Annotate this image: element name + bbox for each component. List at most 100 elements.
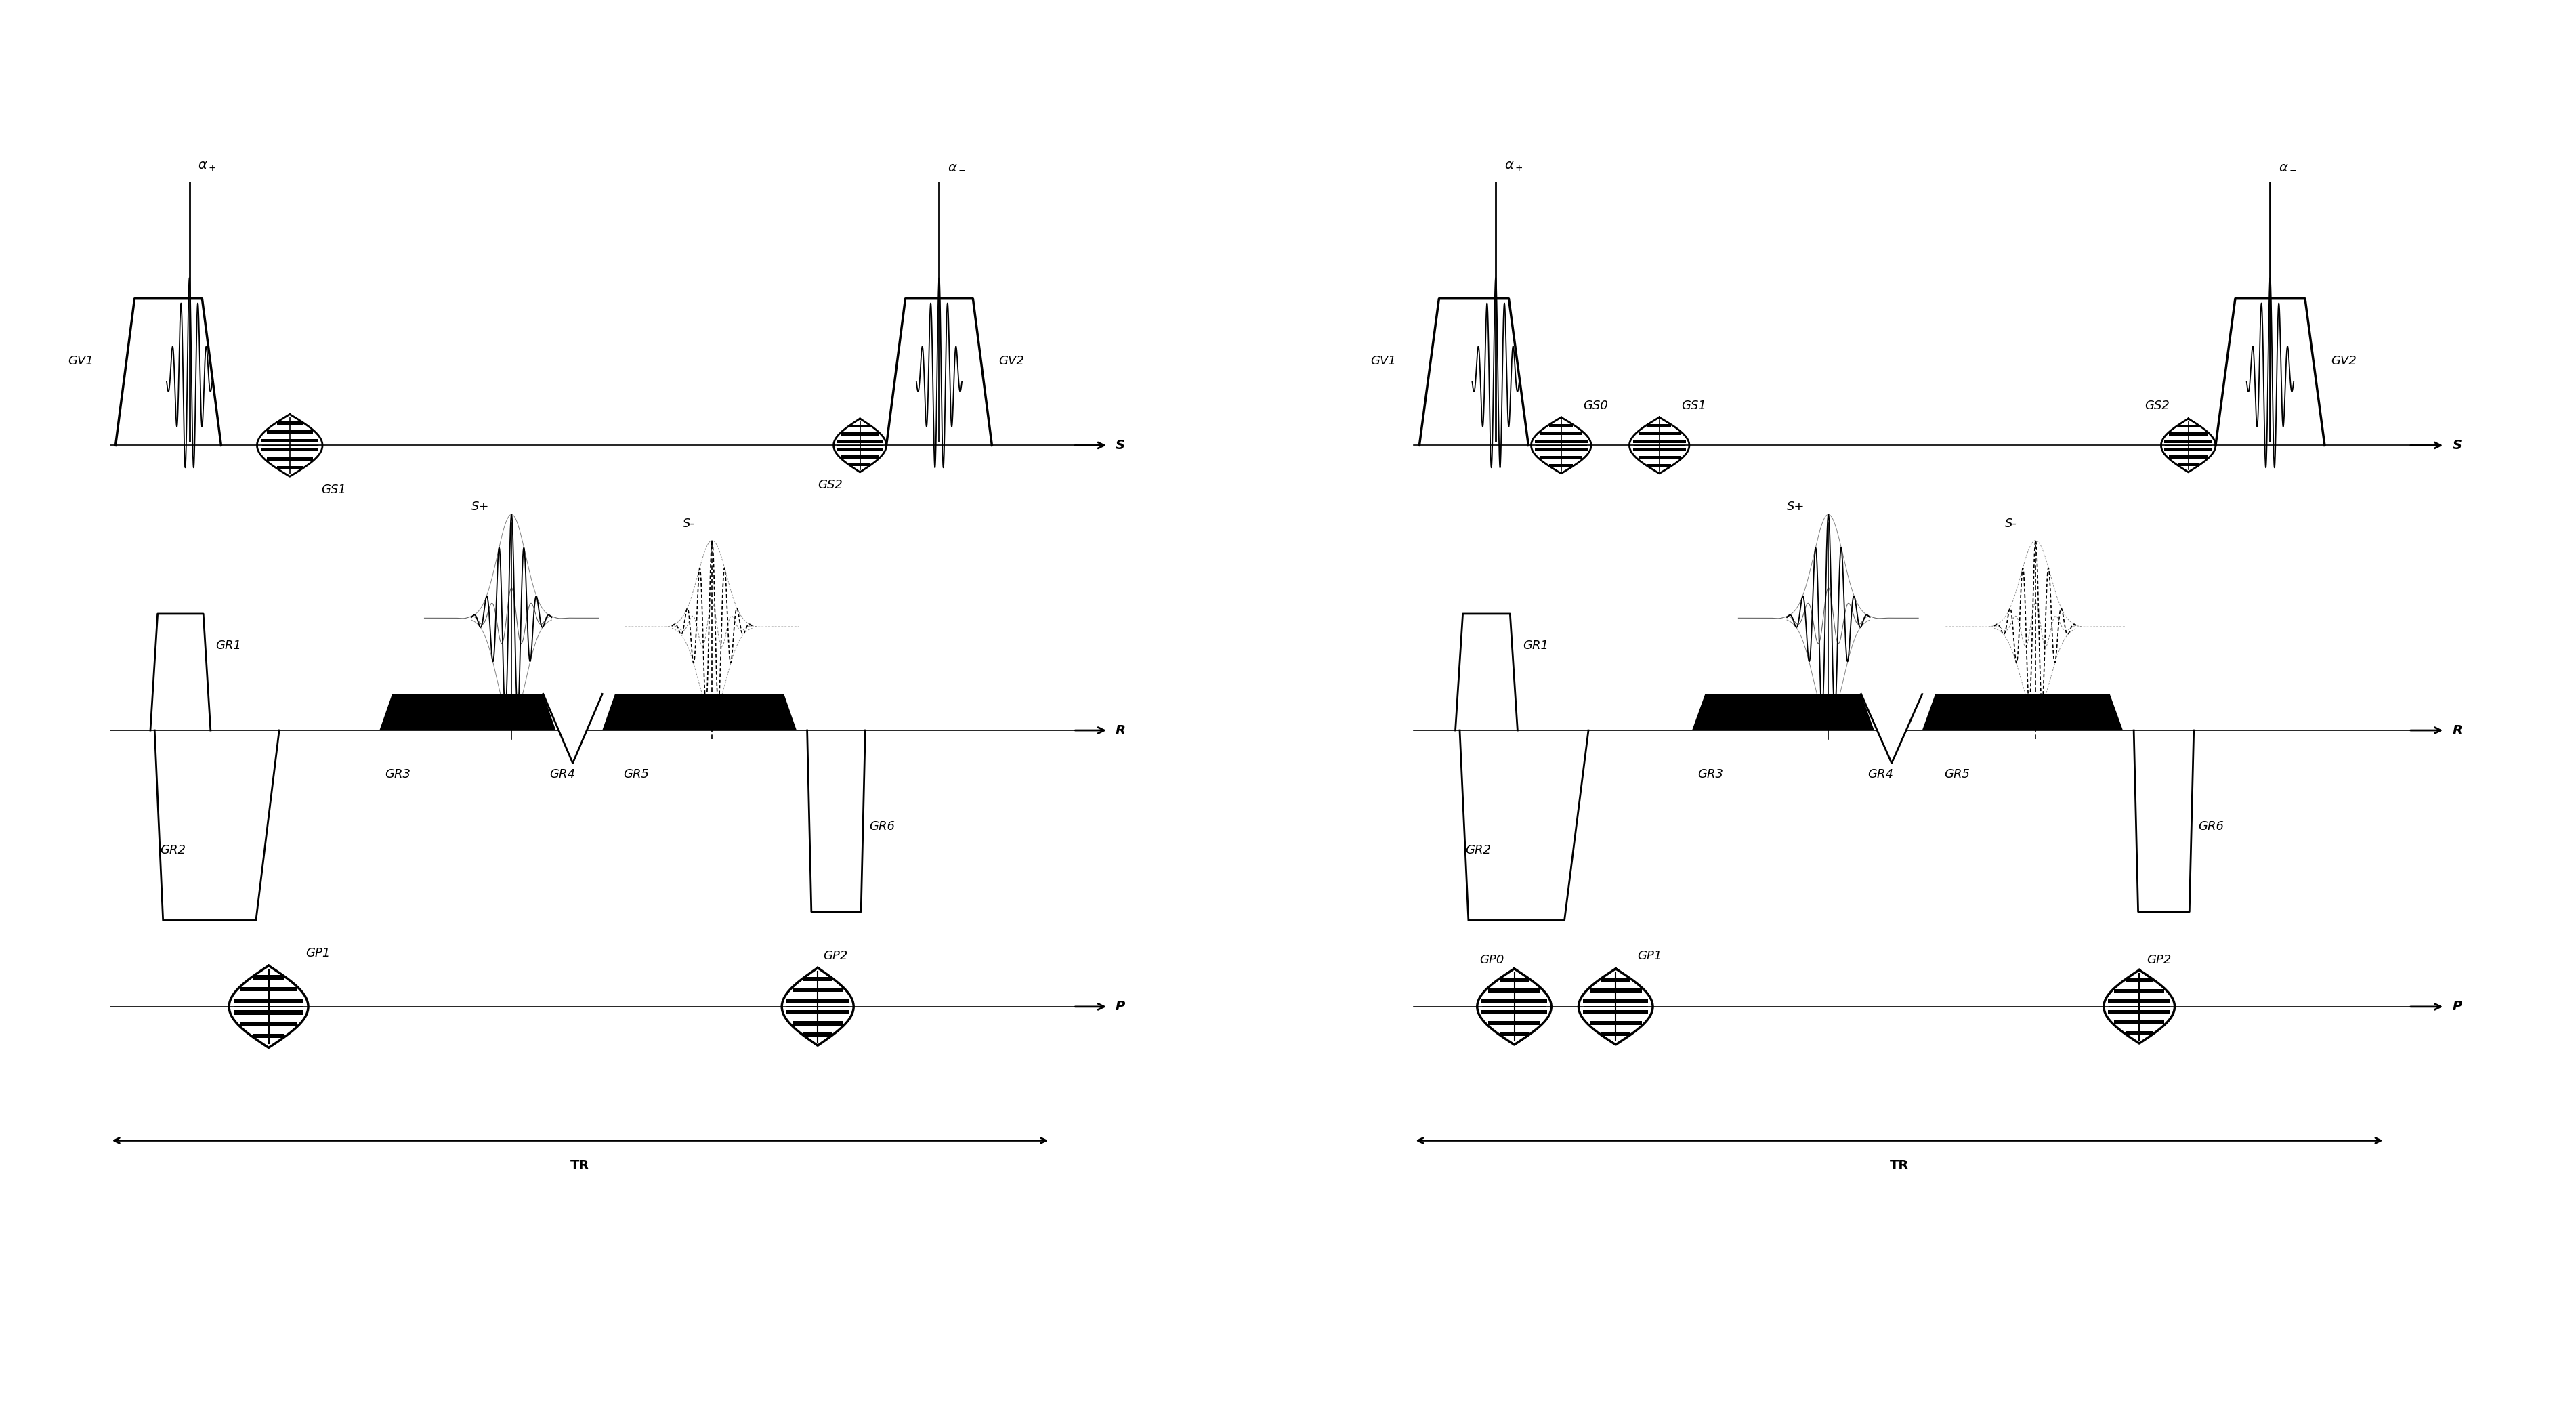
Bar: [1548, 464, 1574, 467]
Polygon shape: [1692, 694, 1875, 730]
Text: S-: S-: [683, 518, 696, 530]
Text: GR6: GR6: [871, 821, 896, 832]
Bar: [1481, 1010, 1546, 1014]
Text: GR1: GR1: [216, 639, 242, 652]
Text: R: R: [2452, 724, 2463, 737]
Bar: [786, 1010, 850, 1014]
Text: GP1: GP1: [1638, 950, 1662, 961]
Text: S+: S+: [471, 501, 489, 513]
Bar: [2107, 1010, 2172, 1014]
Text: GP2: GP2: [2146, 954, 2172, 966]
Bar: [234, 998, 304, 1003]
Bar: [2169, 456, 2208, 459]
Bar: [786, 1000, 850, 1004]
Bar: [837, 447, 884, 450]
Text: GR3: GR3: [384, 768, 410, 781]
Text: GR3: GR3: [1698, 768, 1723, 781]
Text: GV2: GV2: [999, 355, 1023, 368]
Polygon shape: [1922, 694, 2123, 730]
Bar: [2169, 433, 2208, 436]
Bar: [837, 440, 884, 443]
Bar: [1540, 456, 1582, 459]
Polygon shape: [1860, 694, 1922, 763]
Bar: [2125, 978, 2154, 983]
Text: GP0: GP0: [1479, 954, 1504, 966]
Bar: [1535, 447, 1587, 452]
Bar: [240, 1022, 296, 1027]
Bar: [850, 425, 871, 427]
Text: GV1: GV1: [1370, 355, 1396, 368]
Bar: [2115, 1021, 2164, 1024]
Bar: [260, 439, 319, 443]
Text: GR4: GR4: [549, 768, 574, 781]
Bar: [804, 977, 832, 981]
Bar: [1540, 432, 1582, 435]
Bar: [2177, 425, 2200, 427]
Bar: [1649, 423, 1672, 427]
Text: S-: S-: [2004, 518, 2017, 530]
Bar: [1481, 1000, 1546, 1004]
Bar: [2164, 447, 2213, 450]
Polygon shape: [603, 694, 796, 730]
Bar: [1638, 432, 1680, 435]
Bar: [1633, 440, 1685, 443]
Bar: [252, 1034, 283, 1038]
Bar: [1589, 988, 1641, 993]
Bar: [240, 987, 296, 991]
Text: GS2: GS2: [817, 479, 842, 491]
Bar: [1489, 988, 1540, 993]
Bar: [2125, 1031, 2154, 1035]
Bar: [252, 976, 283, 980]
Bar: [2177, 463, 2200, 466]
Bar: [1602, 977, 1631, 981]
Bar: [1489, 1021, 1540, 1025]
Text: GR2: GR2: [160, 845, 185, 856]
Text: S: S: [1115, 439, 1126, 452]
Bar: [1584, 1000, 1649, 1004]
Text: GV2: GV2: [2331, 355, 2357, 368]
Bar: [1548, 423, 1574, 427]
Text: GR2: GR2: [1466, 845, 1492, 856]
Text: TR: TR: [1891, 1160, 1909, 1173]
Bar: [2164, 440, 2213, 443]
Text: TR: TR: [569, 1160, 590, 1173]
Text: $\alpha_-$: $\alpha_-$: [948, 159, 966, 172]
Bar: [278, 422, 301, 425]
Text: GS2: GS2: [2146, 399, 2169, 412]
Bar: [842, 456, 878, 459]
Text: GS0: GS0: [1584, 399, 1607, 412]
Bar: [842, 433, 878, 436]
Text: $\alpha_-$: $\alpha_-$: [2280, 159, 2298, 172]
Text: $\alpha_+$: $\alpha_+$: [1504, 160, 1522, 173]
Bar: [1535, 440, 1587, 443]
Text: GR5: GR5: [1945, 768, 1971, 781]
Text: $\alpha_+$: $\alpha_+$: [198, 160, 216, 173]
Bar: [2115, 988, 2164, 993]
Polygon shape: [379, 694, 556, 730]
Bar: [1499, 977, 1528, 981]
Bar: [260, 449, 319, 452]
Bar: [1638, 456, 1680, 459]
Bar: [850, 463, 871, 466]
Bar: [1499, 1032, 1528, 1037]
Text: GV1: GV1: [67, 355, 93, 368]
Bar: [1602, 1032, 1631, 1037]
Text: GP2: GP2: [822, 950, 848, 961]
Bar: [2107, 1000, 2172, 1004]
Bar: [804, 1032, 832, 1037]
Bar: [234, 1010, 304, 1015]
Text: R: R: [1115, 724, 1126, 737]
Text: P: P: [2452, 1000, 2463, 1012]
Text: S: S: [2452, 439, 2463, 452]
Text: S+: S+: [1788, 501, 1806, 513]
Bar: [268, 430, 312, 433]
Bar: [1649, 464, 1672, 467]
Text: GR5: GR5: [623, 768, 649, 781]
Text: P: P: [1115, 1000, 1126, 1012]
Bar: [793, 988, 842, 993]
Bar: [1589, 1021, 1641, 1025]
Bar: [1584, 1010, 1649, 1014]
Bar: [268, 457, 312, 460]
Text: GP1: GP1: [307, 947, 330, 960]
Text: GR4: GR4: [1868, 768, 1893, 781]
